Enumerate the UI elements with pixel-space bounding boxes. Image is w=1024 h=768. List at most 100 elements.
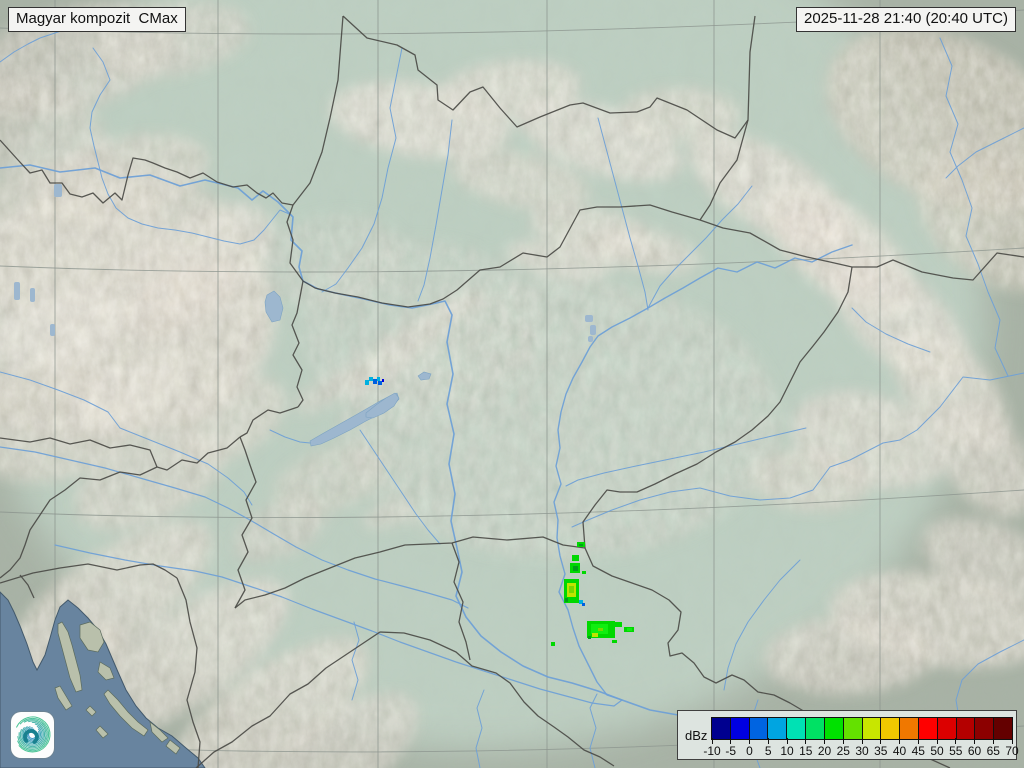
island bbox=[103, 689, 149, 737]
radar-echo-cell bbox=[579, 544, 583, 546]
colorbar-tick-label: 15 bbox=[799, 744, 813, 758]
logo-spiral-arc bbox=[16, 716, 51, 753]
colorbar-tick-label: 65 bbox=[986, 744, 1000, 758]
logo-spiral-arc bbox=[19, 721, 46, 748]
radar-echo-cell bbox=[588, 636, 591, 639]
river bbox=[89, 47, 293, 245]
lake bbox=[417, 371, 432, 381]
colorbar-cell bbox=[786, 718, 806, 739]
river bbox=[0, 371, 121, 429]
radar-echo-cell bbox=[582, 603, 585, 606]
river bbox=[0, 164, 304, 282]
lake bbox=[585, 315, 593, 322]
colorbar-tick-mark bbox=[955, 738, 957, 744]
colorbar-tick-label: 20 bbox=[817, 744, 832, 758]
lake bbox=[365, 392, 400, 419]
radar-echo-cell bbox=[551, 642, 555, 646]
colorbar-cell bbox=[861, 718, 881, 739]
colorbar-tick-mark bbox=[974, 738, 975, 744]
river bbox=[597, 117, 649, 311]
colorbar-cell bbox=[993, 718, 1012, 739]
radar-echo-cell bbox=[598, 628, 603, 631]
radar-echo-cell bbox=[615, 622, 622, 627]
river bbox=[54, 544, 623, 707]
colorbar-tick-label: 10 bbox=[780, 744, 794, 758]
colorbar-tick-label: 50 bbox=[930, 744, 944, 758]
lake bbox=[30, 288, 35, 302]
river bbox=[119, 427, 253, 506]
country-border bbox=[195, 631, 615, 768]
colorbar-tick-label: 55 bbox=[949, 744, 963, 758]
country-border bbox=[699, 219, 853, 268]
spiral-logo-icon bbox=[16, 716, 51, 753]
country-border bbox=[234, 436, 257, 609]
country-border bbox=[852, 252, 1024, 281]
colorbar-tick-label: -5 bbox=[725, 744, 737, 758]
radar-echo-cell bbox=[627, 628, 632, 631]
river bbox=[723, 559, 801, 691]
colorbar-tick-label: 40 bbox=[892, 744, 907, 758]
colorbar-tick-mark bbox=[786, 738, 788, 744]
island bbox=[149, 721, 169, 743]
logo-spiral-arc bbox=[17, 717, 50, 752]
logo-core-swirl bbox=[23, 729, 39, 744]
country-border bbox=[176, 577, 201, 768]
island bbox=[54, 685, 73, 711]
grid-parallel bbox=[0, 247, 1024, 273]
river bbox=[417, 119, 453, 302]
logo-spiral-arc bbox=[18, 720, 47, 749]
country-border bbox=[0, 436, 241, 579]
colorbar-tick-label: 70 bbox=[1005, 744, 1019, 758]
island bbox=[97, 661, 115, 681]
lake bbox=[50, 324, 55, 336]
island bbox=[95, 725, 109, 739]
country-border bbox=[582, 266, 853, 549]
country-border bbox=[234, 536, 586, 609]
colorbar-tick-mark bbox=[861, 738, 863, 744]
radar-echo-cell bbox=[369, 377, 373, 381]
colorbar-unit-label: dBz bbox=[685, 728, 708, 743]
colorbar-tick-mark bbox=[992, 738, 994, 744]
colorbar-cell bbox=[880, 718, 900, 739]
radar-echo-cell bbox=[382, 379, 384, 382]
country-border bbox=[286, 204, 304, 408]
colorbar-cell bbox=[955, 718, 975, 739]
island bbox=[79, 621, 105, 653]
colorbar-tick-mark bbox=[842, 738, 844, 744]
colorbar-tick-mark bbox=[824, 738, 825, 744]
product-label: Magyar kompozit CMax bbox=[8, 7, 186, 32]
colorbar-cell bbox=[767, 718, 787, 739]
country-border bbox=[292, 15, 344, 206]
radar-echo-cell bbox=[365, 380, 369, 385]
colorbar-tick-mark bbox=[1011, 738, 1013, 744]
river bbox=[589, 693, 598, 768]
colorbar-cell bbox=[974, 718, 994, 739]
river bbox=[0, 29, 65, 63]
lakes-layer bbox=[14, 184, 596, 447]
radar-echo-cell bbox=[378, 381, 382, 385]
timestamp-label: 2025-11-28 21:40 (20:40 UTC) bbox=[795, 7, 1016, 32]
logo-spiral-arc bbox=[22, 725, 43, 745]
colorbar-tick-mark bbox=[711, 738, 713, 744]
lake bbox=[14, 282, 20, 300]
radar-echo-cell bbox=[582, 571, 586, 574]
river bbox=[647, 185, 753, 309]
logo-spiral-arc bbox=[21, 723, 44, 746]
river bbox=[359, 429, 441, 545]
logo-spiral-arc bbox=[17, 719, 48, 750]
colorbar-cell bbox=[712, 718, 730, 739]
hungaromet-logo bbox=[11, 712, 54, 758]
river bbox=[565, 427, 807, 487]
country-border bbox=[342, 15, 756, 139]
colorbar-tick-mark bbox=[767, 738, 769, 744]
country-border bbox=[0, 563, 178, 584]
colorbar-tick-mark bbox=[730, 738, 732, 744]
country-border bbox=[451, 542, 471, 661]
country-border bbox=[239, 406, 299, 438]
logo-spiral-arc bbox=[23, 726, 42, 744]
colorbar-cell bbox=[823, 718, 843, 739]
colorbar-cell bbox=[748, 718, 768, 739]
